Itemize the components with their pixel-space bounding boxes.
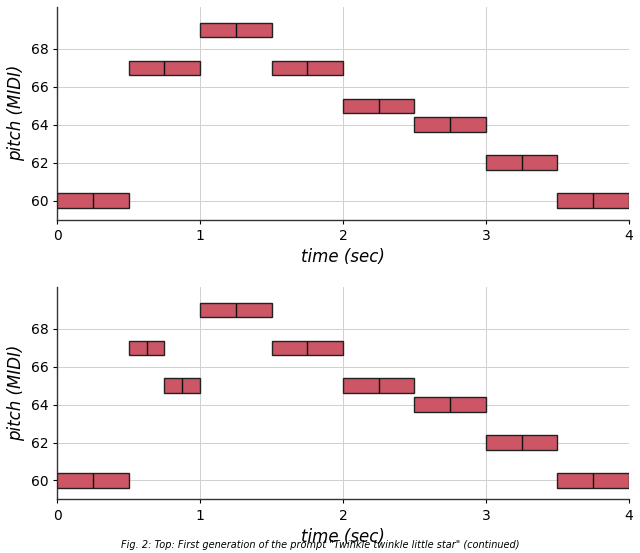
Bar xyxy=(343,98,415,113)
Bar xyxy=(557,194,628,207)
Bar xyxy=(271,341,343,355)
X-axis label: time (sec): time (sec) xyxy=(301,248,385,266)
X-axis label: time (sec): time (sec) xyxy=(301,528,385,546)
Bar xyxy=(486,155,557,170)
Bar xyxy=(57,194,129,207)
Y-axis label: pitch (MIDI): pitch (MIDI) xyxy=(7,345,25,441)
Bar xyxy=(486,435,557,450)
Bar xyxy=(343,378,415,393)
Bar xyxy=(164,378,200,393)
Bar xyxy=(415,398,486,411)
Y-axis label: pitch (MIDI): pitch (MIDI) xyxy=(7,65,25,161)
Bar xyxy=(129,61,200,75)
Bar xyxy=(200,23,271,37)
Bar xyxy=(129,341,164,355)
Bar xyxy=(415,117,486,132)
Bar xyxy=(200,302,271,317)
Bar xyxy=(271,61,343,75)
Bar xyxy=(557,473,628,488)
Text: Fig. 2: Top: First generation of the prompt "Twinkle twinkle little star" (conti: Fig. 2: Top: First generation of the pro… xyxy=(121,540,519,550)
Bar xyxy=(57,473,129,488)
